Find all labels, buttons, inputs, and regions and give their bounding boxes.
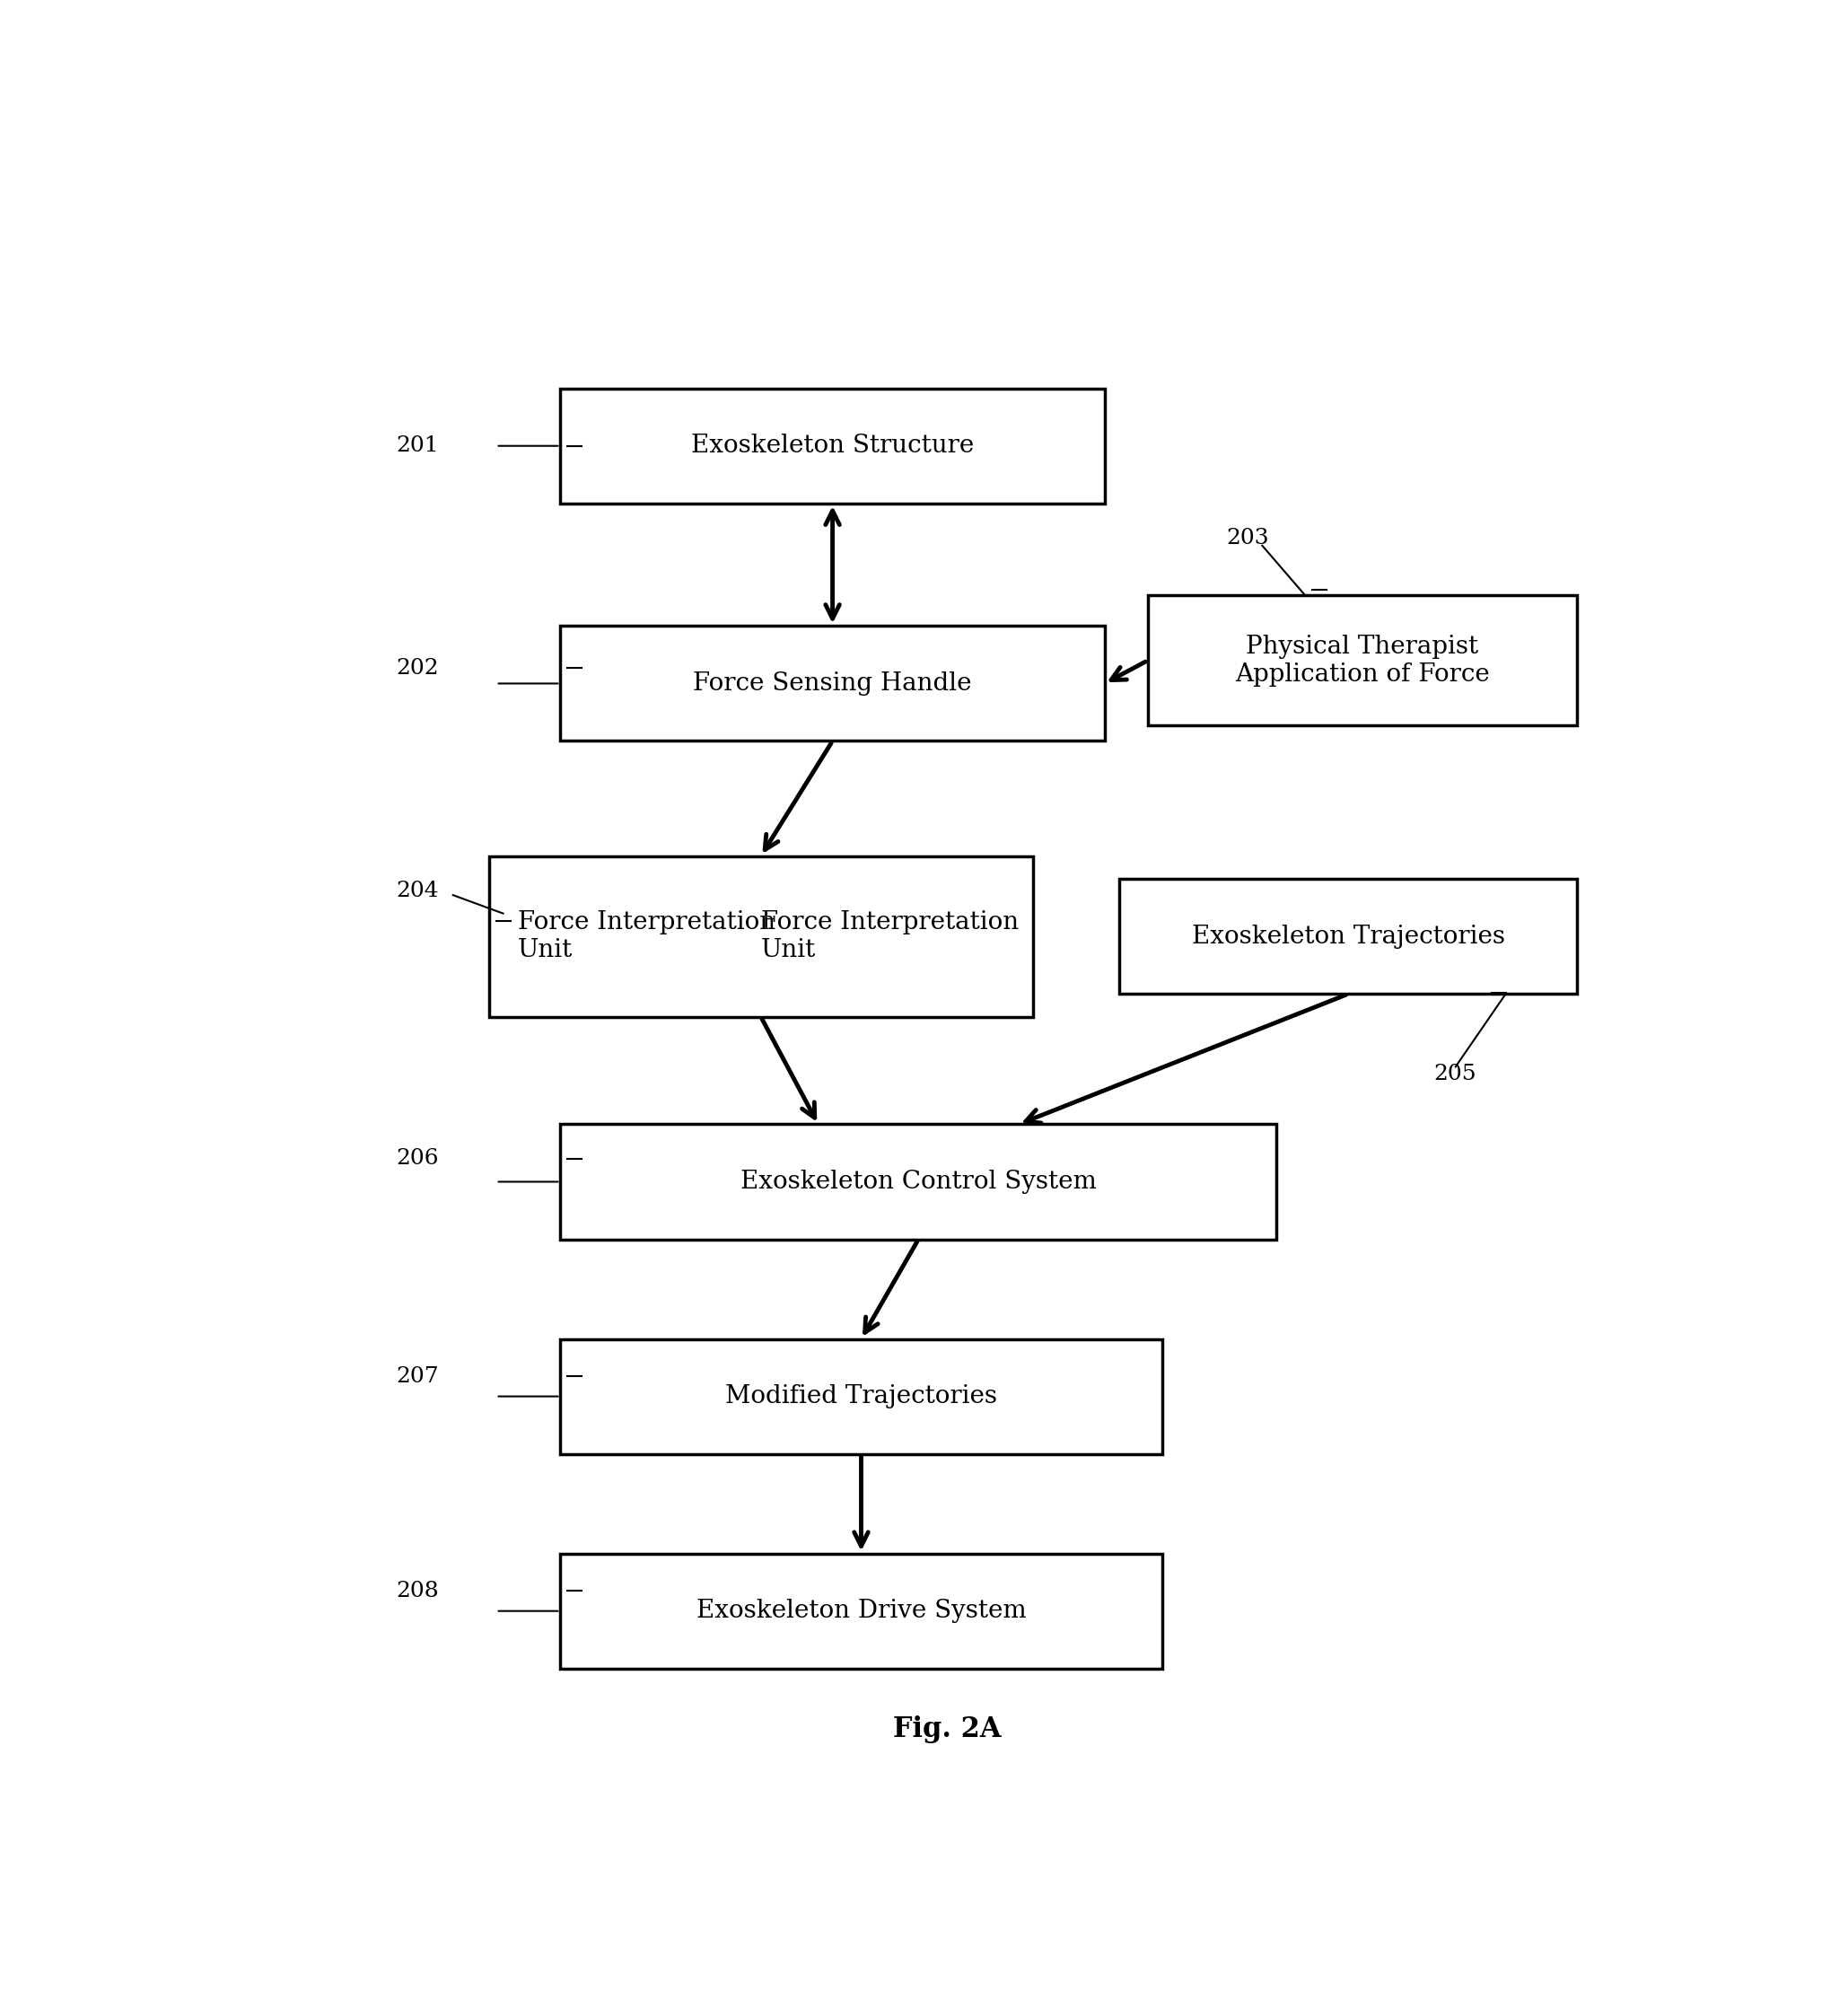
- Text: Physical Therapist
Application of Force: Physical Therapist Application of Force: [1234, 635, 1489, 687]
- Text: Fig. 2A: Fig. 2A: [893, 1714, 1002, 1742]
- Text: 203: 203: [1227, 528, 1270, 548]
- Text: 205: 205: [1434, 1063, 1477, 1085]
- Text: Force Interpretation
Unit: Force Interpretation Unit: [517, 910, 774, 962]
- FancyBboxPatch shape: [488, 856, 1033, 1017]
- FancyBboxPatch shape: [560, 625, 1105, 741]
- Text: Force Interpretation
Unit: Force Interpretation Unit: [517, 910, 774, 962]
- Text: Force Sensing Handle: Force Sensing Handle: [693, 671, 972, 695]
- Text: Modified Trajectories: Modified Trajectories: [724, 1384, 998, 1408]
- FancyBboxPatch shape: [560, 1125, 1277, 1238]
- FancyBboxPatch shape: [560, 388, 1105, 504]
- Text: 206: 206: [395, 1149, 438, 1169]
- Text: 202: 202: [395, 657, 438, 679]
- Text: Force Interpretation
Unit: Force Interpretation Unit: [761, 910, 1018, 962]
- FancyBboxPatch shape: [1120, 878, 1578, 994]
- Text: 201: 201: [395, 436, 438, 456]
- Text: 208: 208: [395, 1581, 438, 1601]
- FancyBboxPatch shape: [1148, 595, 1578, 725]
- Text: Exoskeleton Drive System: Exoskeleton Drive System: [697, 1599, 1026, 1623]
- Text: 207: 207: [395, 1366, 438, 1388]
- Text: Exoskeleton Trajectories: Exoskeleton Trajectories: [1192, 924, 1504, 948]
- Text: Exoskeleton Control System: Exoskeleton Control System: [741, 1169, 1096, 1195]
- Text: 204: 204: [395, 880, 438, 900]
- FancyBboxPatch shape: [560, 1553, 1162, 1668]
- FancyBboxPatch shape: [560, 1338, 1162, 1453]
- Text: Exoskeleton Structure: Exoskeleton Structure: [691, 434, 974, 458]
